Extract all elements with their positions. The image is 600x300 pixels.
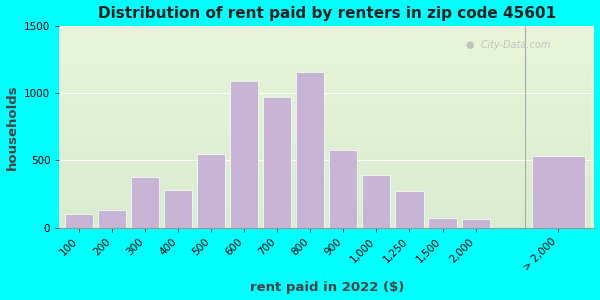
X-axis label: rent paid in 2022 ($): rent paid in 2022 ($) (250, 281, 404, 294)
Title: Distribution of rent paid by renters in zip code 45601: Distribution of rent paid by renters in … (98, 6, 556, 21)
Bar (131, 177, 159, 228)
Bar (329, 150, 358, 228)
Bar (230, 81, 259, 228)
Bar (263, 97, 292, 228)
Text: ●  City-Data.com: ● City-Data.com (466, 40, 550, 50)
Bar (164, 190, 193, 228)
Bar (532, 156, 584, 228)
Bar (98, 210, 126, 228)
Bar (362, 175, 391, 228)
Bar (197, 154, 226, 228)
Bar (296, 72, 325, 228)
Bar (428, 218, 457, 228)
Bar (395, 191, 424, 228)
Bar (65, 214, 93, 228)
Bar (461, 219, 490, 228)
Y-axis label: households: households (5, 84, 19, 170)
